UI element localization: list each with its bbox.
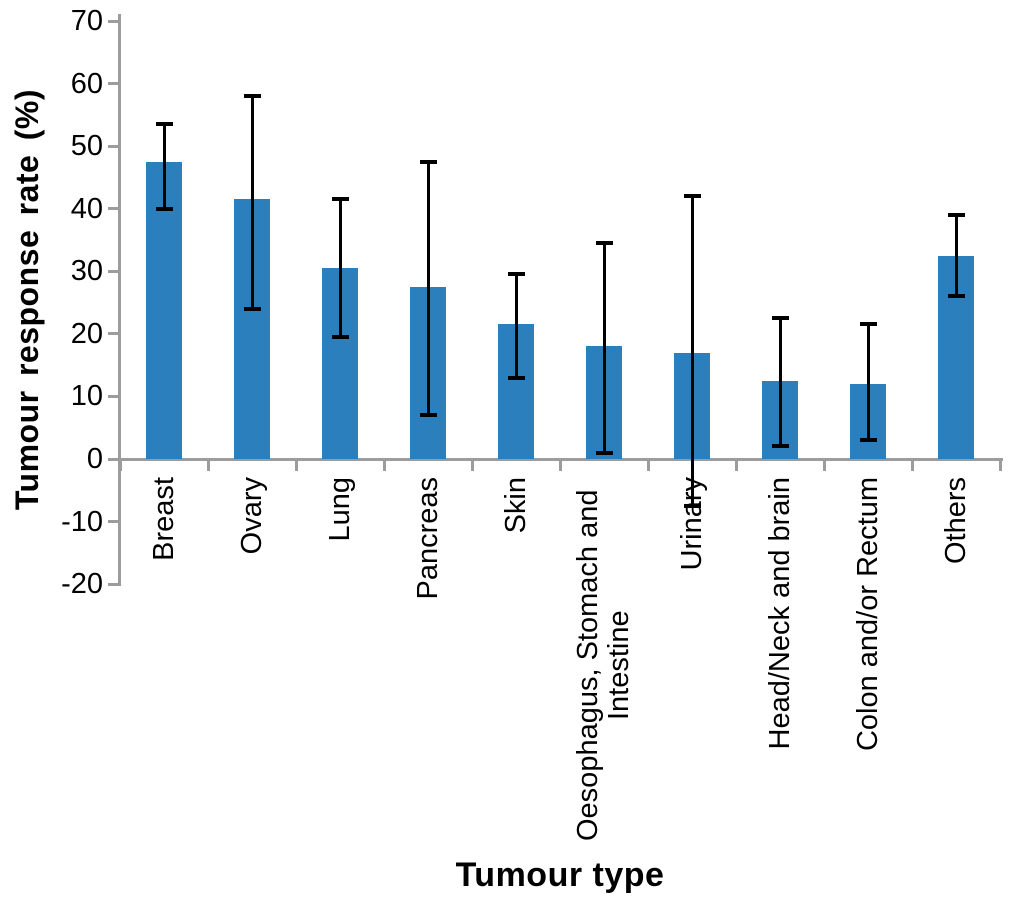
error-bar-cap-top bbox=[243, 94, 261, 99]
error-bar-line bbox=[690, 196, 694, 506]
category-label: Oesophagus, Stomach and Intestine bbox=[572, 489, 635, 841]
x-tick bbox=[470, 459, 474, 471]
y-tick bbox=[108, 19, 120, 23]
y-tick-label: 10 bbox=[70, 380, 103, 413]
y-tick bbox=[108, 582, 120, 586]
category-label: Ovary bbox=[236, 477, 268, 555]
bar bbox=[146, 161, 182, 459]
category-label: Pancreas bbox=[412, 477, 444, 600]
category-label: Lung bbox=[324, 477, 356, 542]
error-bar-line bbox=[514, 274, 518, 378]
category-label: Colon and/or Rectum bbox=[852, 477, 884, 752]
error-bar-cap-top bbox=[331, 197, 349, 202]
error-bar-cap-top bbox=[683, 194, 701, 199]
error-bar-line bbox=[954, 214, 958, 297]
y-axis-line bbox=[118, 14, 121, 586]
x-tick bbox=[294, 459, 298, 471]
error-bar-cap-bottom bbox=[683, 503, 701, 508]
error-bar-line bbox=[250, 96, 254, 309]
error-bar-cap-bottom bbox=[155, 206, 173, 211]
y-tick bbox=[108, 520, 120, 524]
y-tick bbox=[108, 144, 120, 148]
error-bar-line bbox=[866, 324, 870, 441]
error-bar-cap-bottom bbox=[859, 438, 877, 443]
y-tick-label: 0 bbox=[86, 443, 103, 475]
y-tick-label: 20 bbox=[70, 317, 103, 350]
error-bar-line bbox=[426, 161, 430, 416]
y-tick-label: 60 bbox=[70, 67, 103, 100]
x-tick bbox=[910, 459, 914, 471]
x-tick bbox=[206, 459, 210, 471]
x-tick bbox=[734, 459, 738, 471]
error-bar-cap-top bbox=[419, 159, 437, 164]
error-bar-cap-bottom bbox=[947, 294, 965, 299]
y-tick bbox=[108, 457, 120, 461]
category-label: Skin bbox=[500, 477, 532, 534]
error-bar-line bbox=[162, 124, 166, 209]
y-tick-label: -10 bbox=[61, 505, 103, 538]
error-bar-line bbox=[338, 199, 342, 337]
x-tick bbox=[382, 459, 386, 471]
error-bar-cap-bottom bbox=[771, 444, 789, 449]
x-tick bbox=[822, 459, 826, 471]
error-bar-cap-bottom bbox=[595, 450, 613, 455]
category-label: Head/Neck and brain bbox=[764, 477, 796, 750]
error-bar-cap-top bbox=[859, 322, 877, 327]
y-tick bbox=[108, 207, 120, 211]
y-tick bbox=[108, 82, 120, 86]
error-bar-line bbox=[602, 243, 606, 453]
error-bar-line bbox=[778, 318, 782, 447]
x-tick bbox=[646, 459, 650, 471]
x-tick bbox=[998, 459, 1002, 471]
category-label: Breast bbox=[148, 477, 180, 561]
y-tick bbox=[108, 269, 120, 273]
x-tick bbox=[558, 459, 562, 471]
error-bar-cap-top bbox=[155, 122, 173, 127]
y-tick-label: 70 bbox=[70, 5, 103, 37]
y-tick-label: 30 bbox=[70, 255, 103, 288]
x-tick bbox=[118, 459, 122, 471]
error-bar-cap-bottom bbox=[243, 306, 261, 311]
error-bar-cap-top bbox=[771, 316, 789, 321]
y-tick-label: -20 bbox=[61, 568, 103, 601]
error-bar-cap-top bbox=[947, 212, 965, 217]
category-label: Others bbox=[940, 477, 972, 565]
category-label: Urinary bbox=[676, 477, 708, 571]
error-bar-cap-bottom bbox=[331, 334, 349, 339]
error-bar-cap-top bbox=[507, 272, 525, 277]
error-bar-cap-bottom bbox=[507, 375, 525, 380]
y-tick-label: 50 bbox=[70, 130, 103, 163]
y-tick-label: 40 bbox=[70, 192, 103, 225]
y-tick bbox=[108, 332, 120, 336]
y-tick bbox=[108, 394, 120, 398]
error-bar-cap-top bbox=[595, 241, 613, 246]
error-bar-cap-bottom bbox=[419, 413, 437, 418]
x-axis-title: Tumour type bbox=[455, 856, 665, 894]
